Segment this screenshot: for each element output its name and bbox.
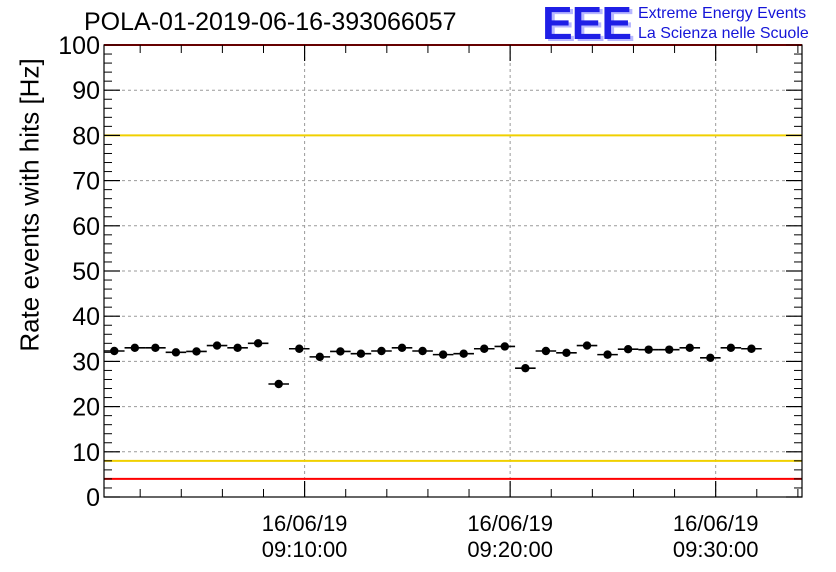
data-point xyxy=(233,343,242,353)
data-point xyxy=(726,343,736,353)
y-tick-labels: 0 10 20 30 40 50 60 70 80 90 100 xyxy=(58,32,100,512)
data-point xyxy=(562,348,571,358)
logo-line-2: La Scienza nelle Scuole xyxy=(638,25,809,42)
y-tick-label: 0 xyxy=(86,484,100,512)
data-point xyxy=(315,352,325,362)
data-point xyxy=(192,347,201,356)
data-point xyxy=(459,349,468,358)
threshold-lines xyxy=(104,44,802,480)
data-point xyxy=(480,344,489,353)
y-tick-label: 30 xyxy=(72,348,100,376)
data-point xyxy=(706,353,715,362)
eee-logo: EEE xyxy=(542,0,632,49)
y-tick-label: 60 xyxy=(72,213,100,241)
data-point xyxy=(253,339,263,348)
data-point xyxy=(212,341,222,350)
y-tick-label: 20 xyxy=(72,394,100,422)
data-point xyxy=(500,342,509,351)
data-point xyxy=(582,341,592,350)
x-tick-label-date: 16/06/19 xyxy=(467,511,553,536)
x-tick-label-time: 09:20:00 xyxy=(467,537,553,562)
x-tick-label-time: 09:30:00 xyxy=(673,537,759,562)
data-point xyxy=(603,350,612,359)
data-point xyxy=(418,346,427,356)
data-points xyxy=(104,339,762,389)
data-point xyxy=(521,363,530,373)
y-tick-label: 70 xyxy=(72,168,100,196)
data-point xyxy=(274,379,283,389)
data-point xyxy=(685,343,694,353)
data-point xyxy=(295,344,304,353)
data-point xyxy=(151,343,160,353)
axis-ticks xyxy=(104,44,802,498)
data-point xyxy=(130,343,140,353)
data-point xyxy=(747,344,756,353)
data-point xyxy=(171,348,181,357)
data-point xyxy=(623,344,633,354)
data-point xyxy=(377,346,386,356)
chart-title: POLA-01-2019-06-16-393066057 xyxy=(84,8,457,36)
x-tick-label-time: 09:10:00 xyxy=(262,537,348,562)
data-point xyxy=(336,347,345,356)
data-point xyxy=(665,345,674,354)
y-tick-label: 100 xyxy=(58,32,100,60)
y-tick-label: 80 xyxy=(72,122,100,150)
y-tick-label: 50 xyxy=(72,258,100,286)
data-point xyxy=(541,346,551,356)
data-point xyxy=(397,343,407,353)
y-tick-label: 90 xyxy=(72,77,100,105)
data-point xyxy=(644,345,653,354)
logo-line-1: Extreme Energy Events xyxy=(638,5,807,22)
x-tick-labels: 16/06/1909:10:0016/06/1909:20:0016/06/19… xyxy=(262,511,759,562)
grid-lines xyxy=(104,45,802,497)
data-point xyxy=(356,349,366,358)
x-tick-label-date: 16/06/19 xyxy=(673,511,759,536)
x-tick-label-date: 16/06/19 xyxy=(262,511,348,536)
data-point xyxy=(110,346,119,356)
y-tick-label: 40 xyxy=(72,303,100,331)
y-axis-label: Rate events with hits [Hz] xyxy=(14,58,45,352)
data-point xyxy=(438,350,448,359)
y-tick-label: 10 xyxy=(72,439,100,467)
